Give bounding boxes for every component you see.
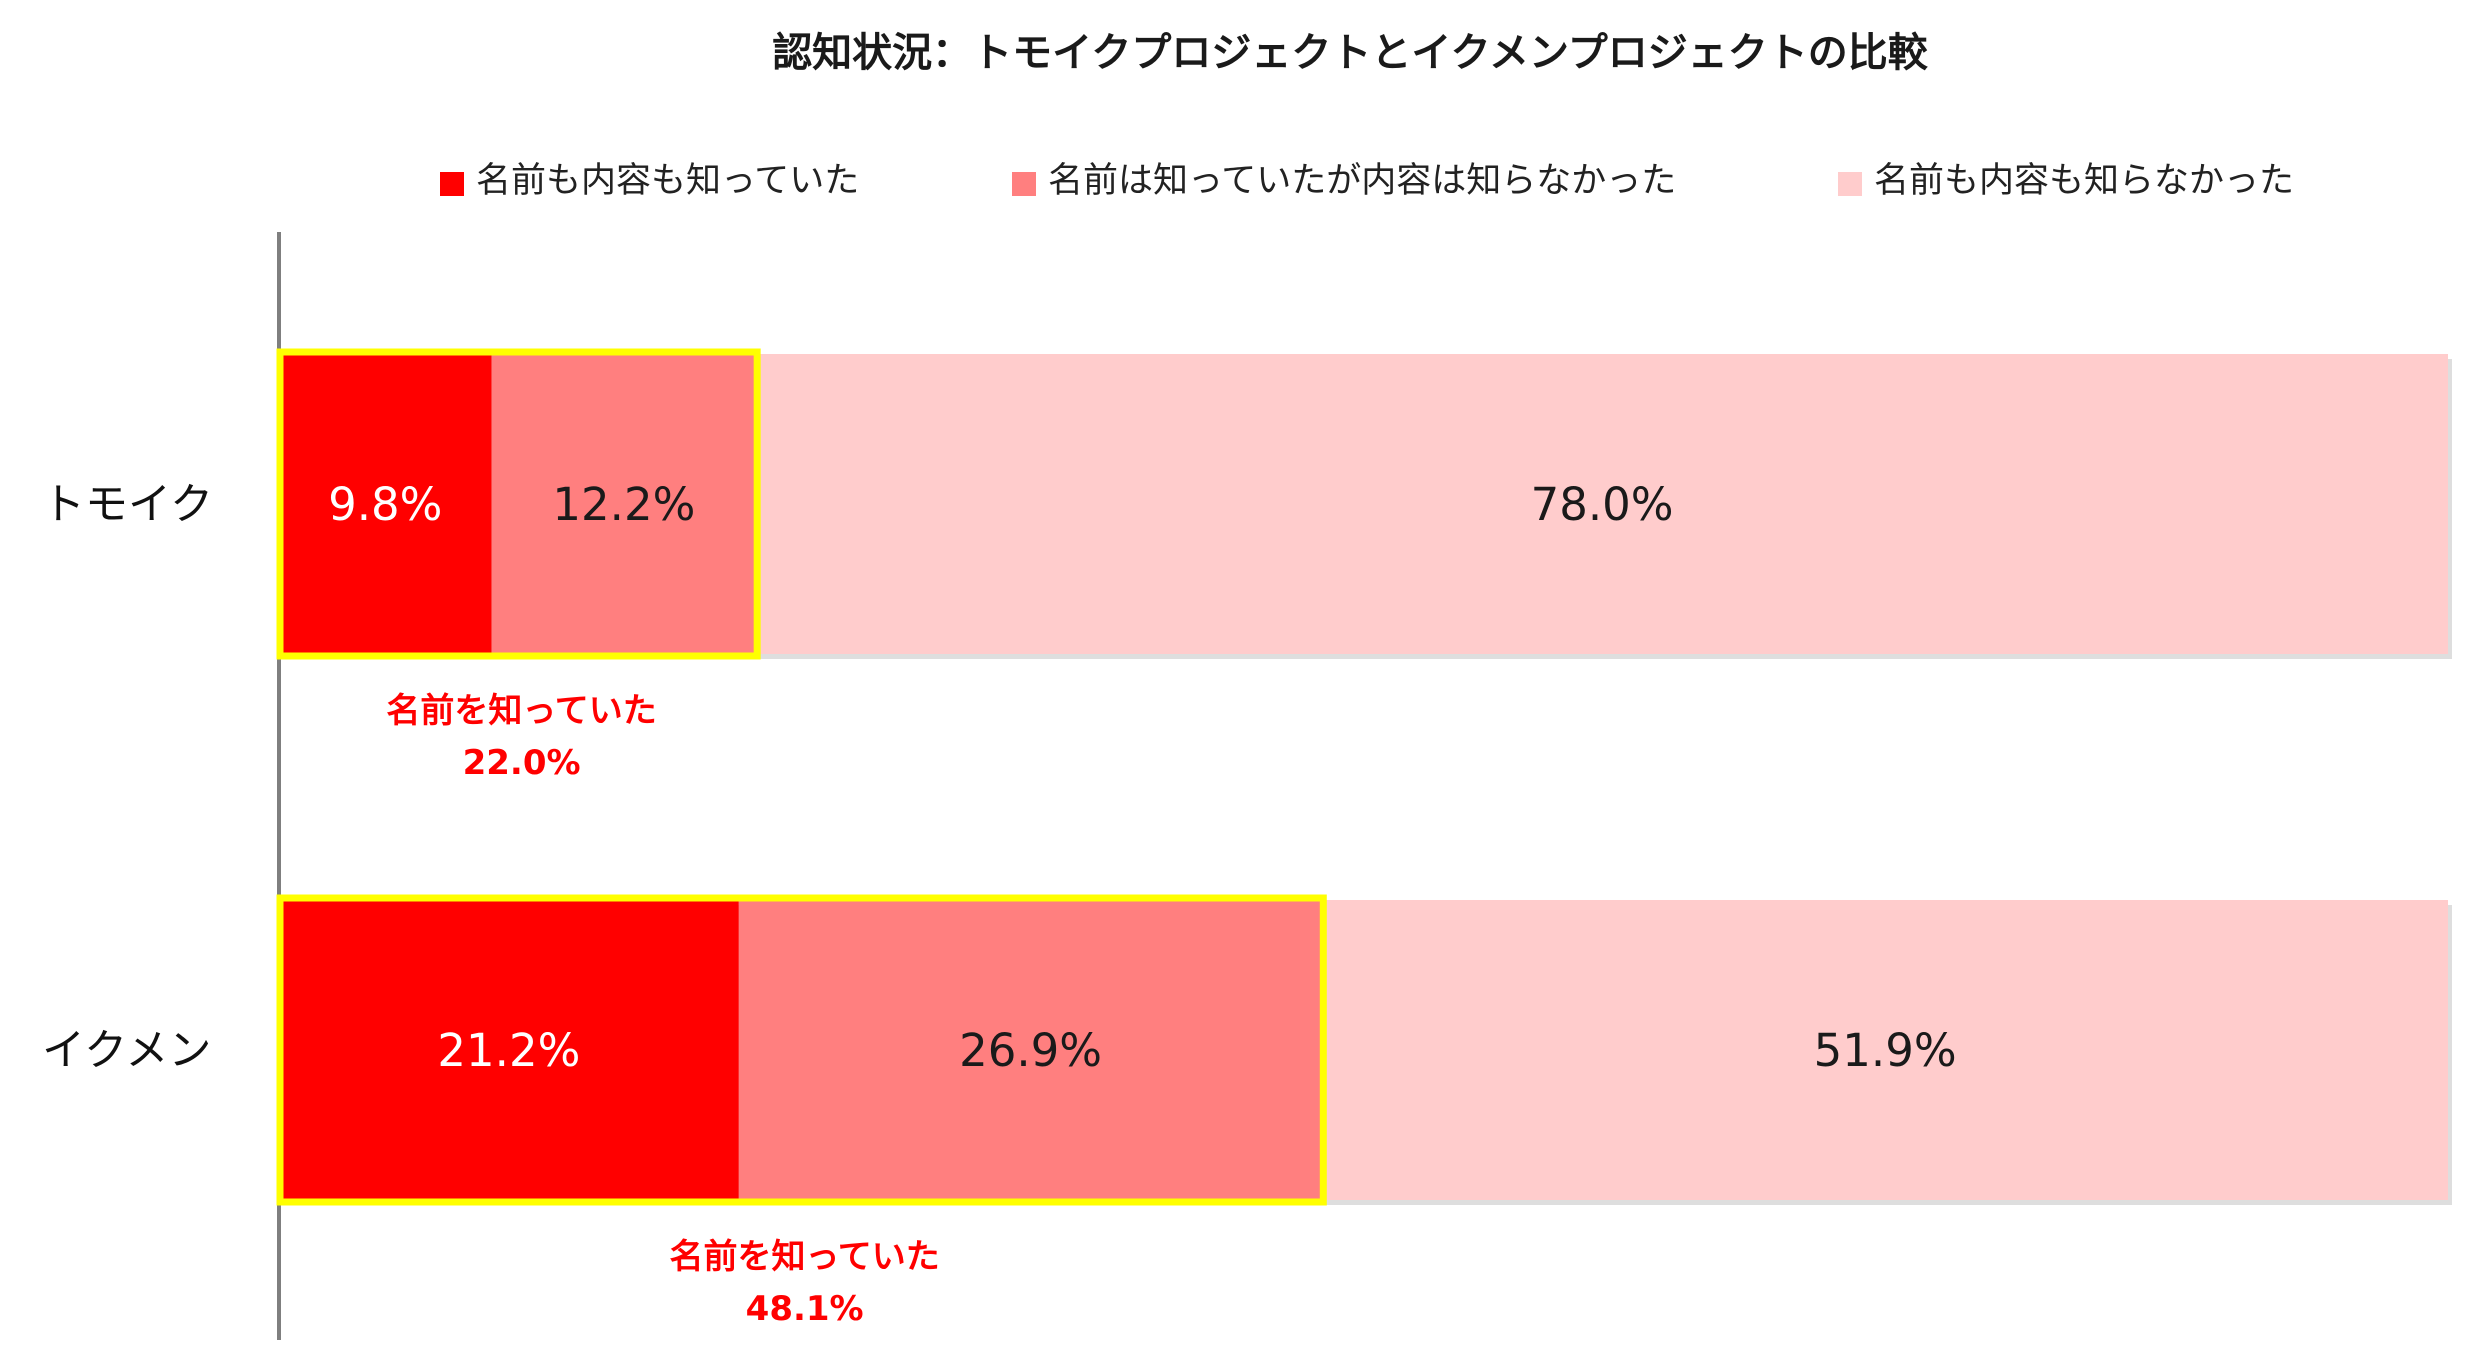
legend-label-3: 名前も内容も知らなかった bbox=[1874, 161, 2294, 201]
annotation-value-1: 22.0% bbox=[463, 743, 581, 783]
highlight-box-2 bbox=[276, 894, 1327, 1206]
legend: 名前も内容も知っていた 名前は知っていたが内容は知らなかった 名前も内容も知らなかっ… bbox=[440, 161, 2294, 201]
highlight-box-1 bbox=[276, 348, 761, 660]
data-label-2-2: 26.9% bbox=[959, 1024, 1102, 1077]
bar-segment-2-1 bbox=[279, 900, 739, 1200]
data-label-1-3: 78.0% bbox=[1531, 478, 1674, 531]
annotation-label-2: 名前を知っていた bbox=[669, 1237, 939, 1277]
chart-title: 認知状況：トモイクプロジェクトとイクメンプロジェクトの比較 bbox=[772, 30, 1929, 76]
bars-group: トモイク 9.8% 12.2% 78.0% 名前を知っていた 22.0% イクメン 21.2%… bbox=[42, 348, 2453, 1329]
annotation-value-2: 48.1% bbox=[746, 1289, 864, 1329]
data-label-2-3: 51.9% bbox=[1814, 1024, 1957, 1077]
data-label-1-1: 9.8% bbox=[328, 478, 442, 531]
data-label-2-1: 21.2% bbox=[437, 1024, 580, 1077]
bar-segment-1-1 bbox=[279, 354, 492, 654]
legend-label-1: 名前も内容も知っていた bbox=[476, 161, 859, 201]
legend-label-2: 名前は知っていたが内容は知らなかった bbox=[1048, 161, 1676, 201]
legend-swatch-1 bbox=[440, 172, 464, 196]
bar-segment-1-3 bbox=[756, 354, 2449, 654]
data-label-1-2: 12.2% bbox=[552, 478, 695, 531]
bar-segment-2-2 bbox=[738, 900, 1323, 1200]
legend-swatch-2 bbox=[1012, 172, 1036, 196]
bar-segment-2-3 bbox=[1322, 900, 2448, 1200]
category-label-2: イクメン bbox=[42, 1026, 211, 1076]
legend-swatch-3 bbox=[1838, 172, 1862, 196]
annotation-label-1: 名前を知っていた bbox=[386, 691, 656, 731]
category-label-1: トモイク bbox=[42, 480, 213, 530]
bar-segment-1-2 bbox=[491, 354, 757, 654]
